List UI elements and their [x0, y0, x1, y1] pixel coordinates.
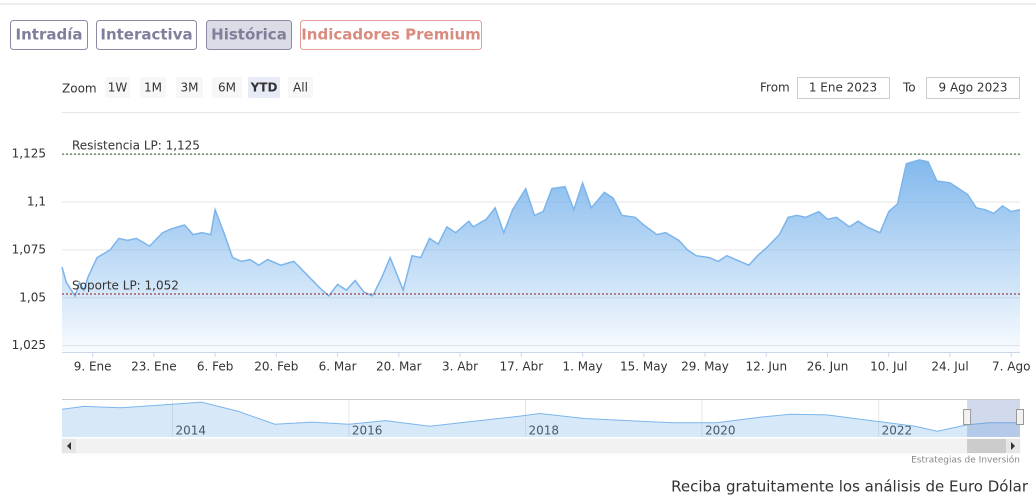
- y-tick-label: 1,1: [27, 195, 46, 209]
- from-value[interactable]: 1 Ene 2023: [809, 81, 877, 95]
- y-tick-label: 1,025: [12, 338, 46, 352]
- tab-label[interactable]: Intradía: [16, 26, 83, 44]
- navigator-selection: [967, 400, 1020, 437]
- navigator-tick-label: 2018: [529, 424, 560, 438]
- plot-line-label: Soporte LP: 1,052: [72, 278, 179, 292]
- x-tick-label: 12. Jun: [745, 360, 787, 374]
- from-label: From: [760, 81, 790, 95]
- zoom-button-label[interactable]: 6M: [218, 81, 236, 95]
- zoom-button-label[interactable]: 1M: [144, 81, 162, 95]
- to-label: To: [902, 81, 916, 95]
- tab-selected[interactable]: [206, 20, 292, 50]
- arrow: [67, 442, 71, 450]
- x-tick-label: 15. May: [620, 360, 668, 374]
- x-tick-label: 29. May: [681, 360, 729, 374]
- x-tick-label: 7. Ago: [992, 360, 1030, 374]
- x-tick-label: 26. Jun: [807, 360, 849, 374]
- zoom-button[interactable]: [248, 77, 280, 98]
- x-tick-label: 3. Abr: [442, 360, 478, 374]
- zoom-button[interactable]: [288, 77, 313, 98]
- y-tick-label: 1,125: [12, 147, 46, 161]
- zoom-button[interactable]: [105, 77, 130, 98]
- x-tick-label: 9. Ene: [74, 360, 112, 374]
- navigator-handle[interactable]: [1016, 409, 1024, 425]
- zoom-button-label[interactable]: 3M: [181, 81, 199, 95]
- scrollbar-track: [61, 438, 1021, 454]
- tab[interactable]: [96, 20, 197, 50]
- zoom-button[interactable]: [140, 77, 166, 98]
- navigator-handle[interactable]: [963, 409, 972, 425]
- y-tick-label: 1,075: [12, 242, 46, 256]
- navigator-tick-label: 2022: [882, 424, 913, 438]
- y-tick-label: 1,05: [19, 290, 46, 304]
- to-value[interactable]: 9 Ago 2023: [939, 81, 1008, 95]
- tab-label[interactable]: Interactiva: [100, 26, 192, 44]
- credits[interactable]: Estrategias de Inversión: [911, 455, 1020, 466]
- tab[interactable]: [300, 20, 482, 50]
- navigator-tick-label: 2014: [175, 424, 206, 438]
- zoom-button-label[interactable]: All: [293, 81, 308, 95]
- x-tick-label: 6. Feb: [197, 360, 234, 374]
- to-input[interactable]: [926, 77, 1020, 99]
- footer-text: Reciba gratuitamente los análisis de Eur…: [671, 478, 1029, 496]
- zoom-label: Zoom: [62, 82, 97, 96]
- plot-line-label: Resistencia LP: 1,125: [72, 139, 200, 153]
- x-tick-label: 17. Abr: [499, 360, 543, 374]
- area: [62, 159, 1020, 352]
- line: [61, 159, 1021, 298]
- navigator-area: [62, 402, 1020, 437]
- range-buttons: 1W 1M 3M 6M YTD All: [105, 77, 313, 98]
- zoom-button[interactable]: [176, 77, 203, 98]
- tab-label[interactable]: Histórica: [211, 26, 287, 44]
- tab-label[interactable]: Indicadores Premium: [301, 26, 481, 44]
- x-tick-label: 6. Mar: [319, 360, 357, 374]
- zoom-button-label[interactable]: YTD: [250, 81, 278, 95]
- x-tick-label: 24. Jul: [931, 360, 968, 374]
- arrow: [1011, 442, 1015, 450]
- from-input[interactable]: [797, 77, 890, 99]
- x-tick-label: 20. Mar: [376, 360, 422, 374]
- x-tick-label: 20. Feb: [254, 360, 298, 374]
- x-tick-label: 10. Jul: [870, 360, 907, 374]
- zoom-button[interactable]: [212, 77, 242, 98]
- zoom-button-label[interactable]: 1W: [108, 81, 128, 95]
- navigator-line: [61, 401, 1020, 432]
- navigator-tick-label: 2020: [705, 424, 736, 438]
- navigator-tick-label: 2016: [352, 424, 383, 438]
- x-tick-label: 23. Ene: [131, 360, 176, 374]
- x-tick-label: 1. May: [563, 360, 603, 374]
- tab[interactable]: [10, 20, 88, 50]
